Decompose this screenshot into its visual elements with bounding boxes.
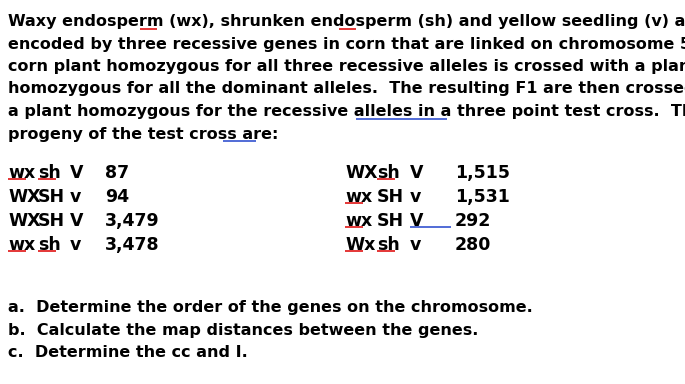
Text: 3,479: 3,479 — [105, 212, 160, 230]
Text: V: V — [410, 212, 423, 230]
Text: wx: wx — [8, 236, 35, 254]
Text: WX: WX — [345, 164, 377, 182]
Text: a plant homozygous for the recessive alleles in a three point test cross.  The: a plant homozygous for the recessive all… — [8, 104, 685, 119]
Text: 292: 292 — [455, 212, 491, 230]
Text: b.  Calculate the map distances between the genes.: b. Calculate the map distances between t… — [8, 323, 478, 338]
Text: Waxy endosperm (wx), shrunken endosperm (sh) and yellow seedling (v) are: Waxy endosperm (wx), shrunken endosperm … — [8, 14, 685, 29]
Text: Wx: Wx — [345, 236, 375, 254]
Text: c.  Determine the cc and I.: c. Determine the cc and I. — [8, 345, 248, 360]
Text: 280: 280 — [455, 236, 491, 254]
Text: v: v — [410, 188, 421, 206]
Text: homozygous for all the dominant alleles.  The resulting F1 are then crossed with: homozygous for all the dominant alleles.… — [8, 81, 685, 96]
Text: encoded by three recessive genes in corn that are linked on chromosome 5.  A: encoded by three recessive genes in corn… — [8, 36, 685, 51]
Text: WX: WX — [8, 212, 40, 230]
Text: wx: wx — [8, 164, 35, 182]
Text: 1,531: 1,531 — [455, 188, 510, 206]
Text: sh: sh — [377, 164, 400, 182]
Text: 1,515: 1,515 — [455, 164, 510, 182]
Text: a.  Determine the order of the genes on the chromosome.: a. Determine the order of the genes on t… — [8, 300, 533, 315]
Text: sh: sh — [377, 236, 400, 254]
Text: progeny of the test cross are:: progeny of the test cross are: — [8, 126, 278, 141]
Text: 3,478: 3,478 — [105, 236, 160, 254]
Text: wx: wx — [345, 188, 372, 206]
Text: sh: sh — [38, 164, 61, 182]
Text: 94: 94 — [105, 188, 129, 206]
Text: WX: WX — [8, 188, 40, 206]
Text: 87: 87 — [105, 164, 129, 182]
Text: SH: SH — [377, 188, 404, 206]
Text: SH: SH — [38, 188, 65, 206]
Text: V: V — [70, 212, 84, 230]
Text: SH: SH — [38, 212, 65, 230]
Text: sh: sh — [38, 236, 61, 254]
Text: V: V — [70, 164, 84, 182]
Text: corn plant homozygous for all three recessive alleles is crossed with a plant: corn plant homozygous for all three rece… — [8, 59, 685, 74]
Text: v: v — [70, 236, 82, 254]
Text: SH: SH — [377, 212, 404, 230]
Text: V: V — [410, 164, 423, 182]
Text: v: v — [70, 188, 82, 206]
Text: v: v — [410, 236, 421, 254]
Text: wx: wx — [345, 212, 372, 230]
